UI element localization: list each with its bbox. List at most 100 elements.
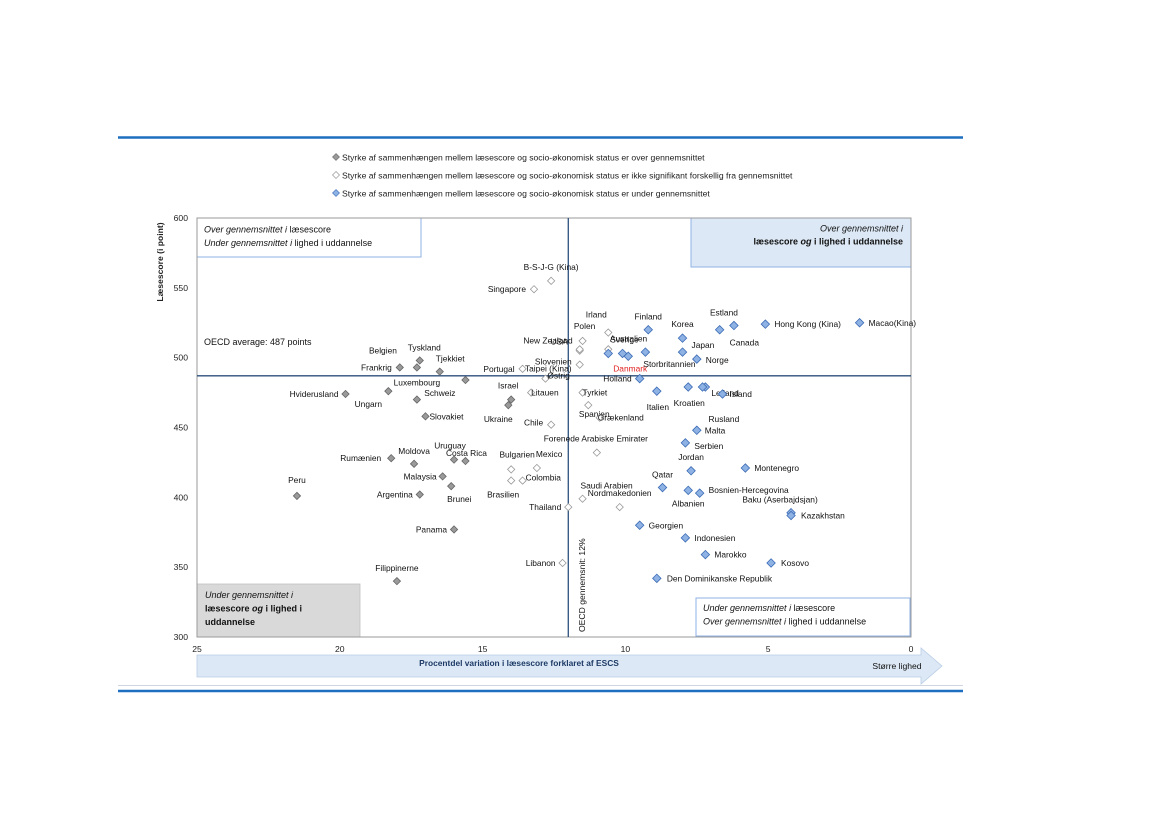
oecd-vertical-label: OECD gennemsnit: 12% xyxy=(577,538,587,632)
y-tick-label: 300 xyxy=(174,632,189,642)
point-marker xyxy=(558,558,567,568)
point-marker xyxy=(677,347,688,357)
y-tick-label: 350 xyxy=(174,562,189,572)
point-marker xyxy=(526,388,536,397)
point-marker xyxy=(461,456,470,466)
x-tick-label: 25 xyxy=(192,644,202,654)
point-label: Korea xyxy=(671,319,694,329)
data-points: Hviderusland Ungarn Luxembourg Slovakiet Fra… xyxy=(288,262,916,586)
point-label: Japan xyxy=(692,340,715,350)
point-marker xyxy=(575,345,584,354)
svg-text:læsescore og i lighed i: læsescore og i lighed i xyxy=(205,604,302,614)
point-marker xyxy=(854,317,865,328)
point-label: Frankrig xyxy=(361,362,392,372)
point-marker xyxy=(692,354,702,364)
legend-item-notsig: Styrke af sammenhængen mellem læsescore … xyxy=(332,171,793,181)
point-label: Panama xyxy=(416,524,448,534)
point-label: Norge xyxy=(706,355,729,365)
point-label: Chile xyxy=(524,418,543,428)
point-label: Peru xyxy=(288,475,306,485)
x-tick-label: 15 xyxy=(478,644,488,654)
legend-marker-above xyxy=(332,153,340,161)
svg-text:Under gennemsnittet i lighed i: Under gennemsnittet i lighed i uddannels… xyxy=(204,238,372,248)
point-marker xyxy=(683,485,693,496)
legend-item-above: Styrke af sammenhængen mellem læsescore … xyxy=(332,153,705,163)
point-marker xyxy=(435,367,444,376)
point-marker xyxy=(603,348,614,359)
y-tick-label: 400 xyxy=(174,492,189,502)
point-marker xyxy=(615,502,624,512)
point-label: Georgien xyxy=(649,520,684,530)
point-marker xyxy=(415,356,424,365)
point-label: Marokko xyxy=(714,550,746,560)
point-label: Spanien xyxy=(579,409,610,419)
axis-ticks: 25 20 15 10 5 0 600 550 500 450 400 350 300 xyxy=(174,213,914,654)
point-marker xyxy=(729,320,739,331)
point-marker xyxy=(447,481,456,491)
series-above: Hviderusland Ungarn Luxembourg Slovakiet Fra… xyxy=(288,342,519,586)
point-label: Tjekkiet xyxy=(436,354,466,364)
point-label: Macao(Kina) xyxy=(869,318,917,328)
point-label: Tyrkiet xyxy=(583,388,608,398)
point-label: Albanien xyxy=(672,498,705,508)
point-marker xyxy=(292,491,302,501)
point-marker xyxy=(532,463,542,473)
point-marker xyxy=(643,324,654,335)
point-marker xyxy=(506,465,516,474)
y-axis-label: Læsescore (i point) xyxy=(155,222,165,301)
point-label: Schweiz xyxy=(424,388,455,398)
point-label: Polen xyxy=(574,321,596,331)
point-label: Portugal xyxy=(483,364,514,374)
point-marker xyxy=(387,454,396,463)
point-marker xyxy=(634,373,645,384)
svg-text:Over gennemsnittet i læsescore: Over gennemsnittet i læsescore xyxy=(204,225,331,235)
plot-area xyxy=(196,217,912,638)
point-label: Montenegro xyxy=(754,463,799,473)
point-label: Holland xyxy=(603,374,632,384)
point-marker xyxy=(604,328,613,337)
point-marker xyxy=(541,374,550,383)
point-marker xyxy=(640,347,651,357)
point-label: B-S-J-G (Kina) xyxy=(524,262,579,272)
legend-item-below: Styrke af sammenhængen mellem læsescore … xyxy=(332,189,710,199)
point-marker xyxy=(449,455,459,464)
y-tick-label: 600 xyxy=(174,213,189,223)
point-label: Libanon xyxy=(526,558,556,568)
point-label: Estland xyxy=(710,308,738,318)
point-label: Malta xyxy=(705,425,726,435)
point-label: USA xyxy=(550,337,568,347)
point-marker xyxy=(461,375,470,385)
point-marker xyxy=(592,448,602,457)
point-label: Moldova xyxy=(398,446,430,456)
point-marker xyxy=(700,549,711,560)
point-label: Qatar xyxy=(652,470,673,480)
point-marker xyxy=(518,476,527,485)
point-marker xyxy=(692,425,702,436)
point-marker xyxy=(634,520,645,531)
point-marker xyxy=(683,382,693,392)
point-label: Brasilien xyxy=(487,490,519,500)
point-marker xyxy=(714,324,725,335)
point-label: Slovenien xyxy=(535,357,572,367)
point-label: Malaysia xyxy=(404,471,437,481)
point-label: Grækenland xyxy=(598,413,644,423)
point-marker xyxy=(652,573,662,584)
point-marker xyxy=(409,459,419,468)
point-marker xyxy=(623,351,634,362)
x-tick-label: 0 xyxy=(909,644,914,654)
reference-lines xyxy=(197,218,911,637)
point-label: Finland xyxy=(635,312,663,322)
point-label: Irland xyxy=(586,310,607,320)
point-label: Rusland xyxy=(709,414,740,424)
point-marker xyxy=(680,533,691,543)
point-marker xyxy=(697,382,708,392)
point-label: Ukraine xyxy=(484,414,513,424)
point-label: Østrig xyxy=(547,371,570,381)
point-marker xyxy=(421,412,430,421)
arrow-label: Større lighed xyxy=(872,661,921,671)
series-below: Finland Korea Estland Canada Hong Kong (Kina… xyxy=(525,308,916,584)
y-tick-label: 450 xyxy=(174,423,189,433)
point-label: Australien xyxy=(610,333,648,343)
point-label: Danmark xyxy=(613,363,648,373)
